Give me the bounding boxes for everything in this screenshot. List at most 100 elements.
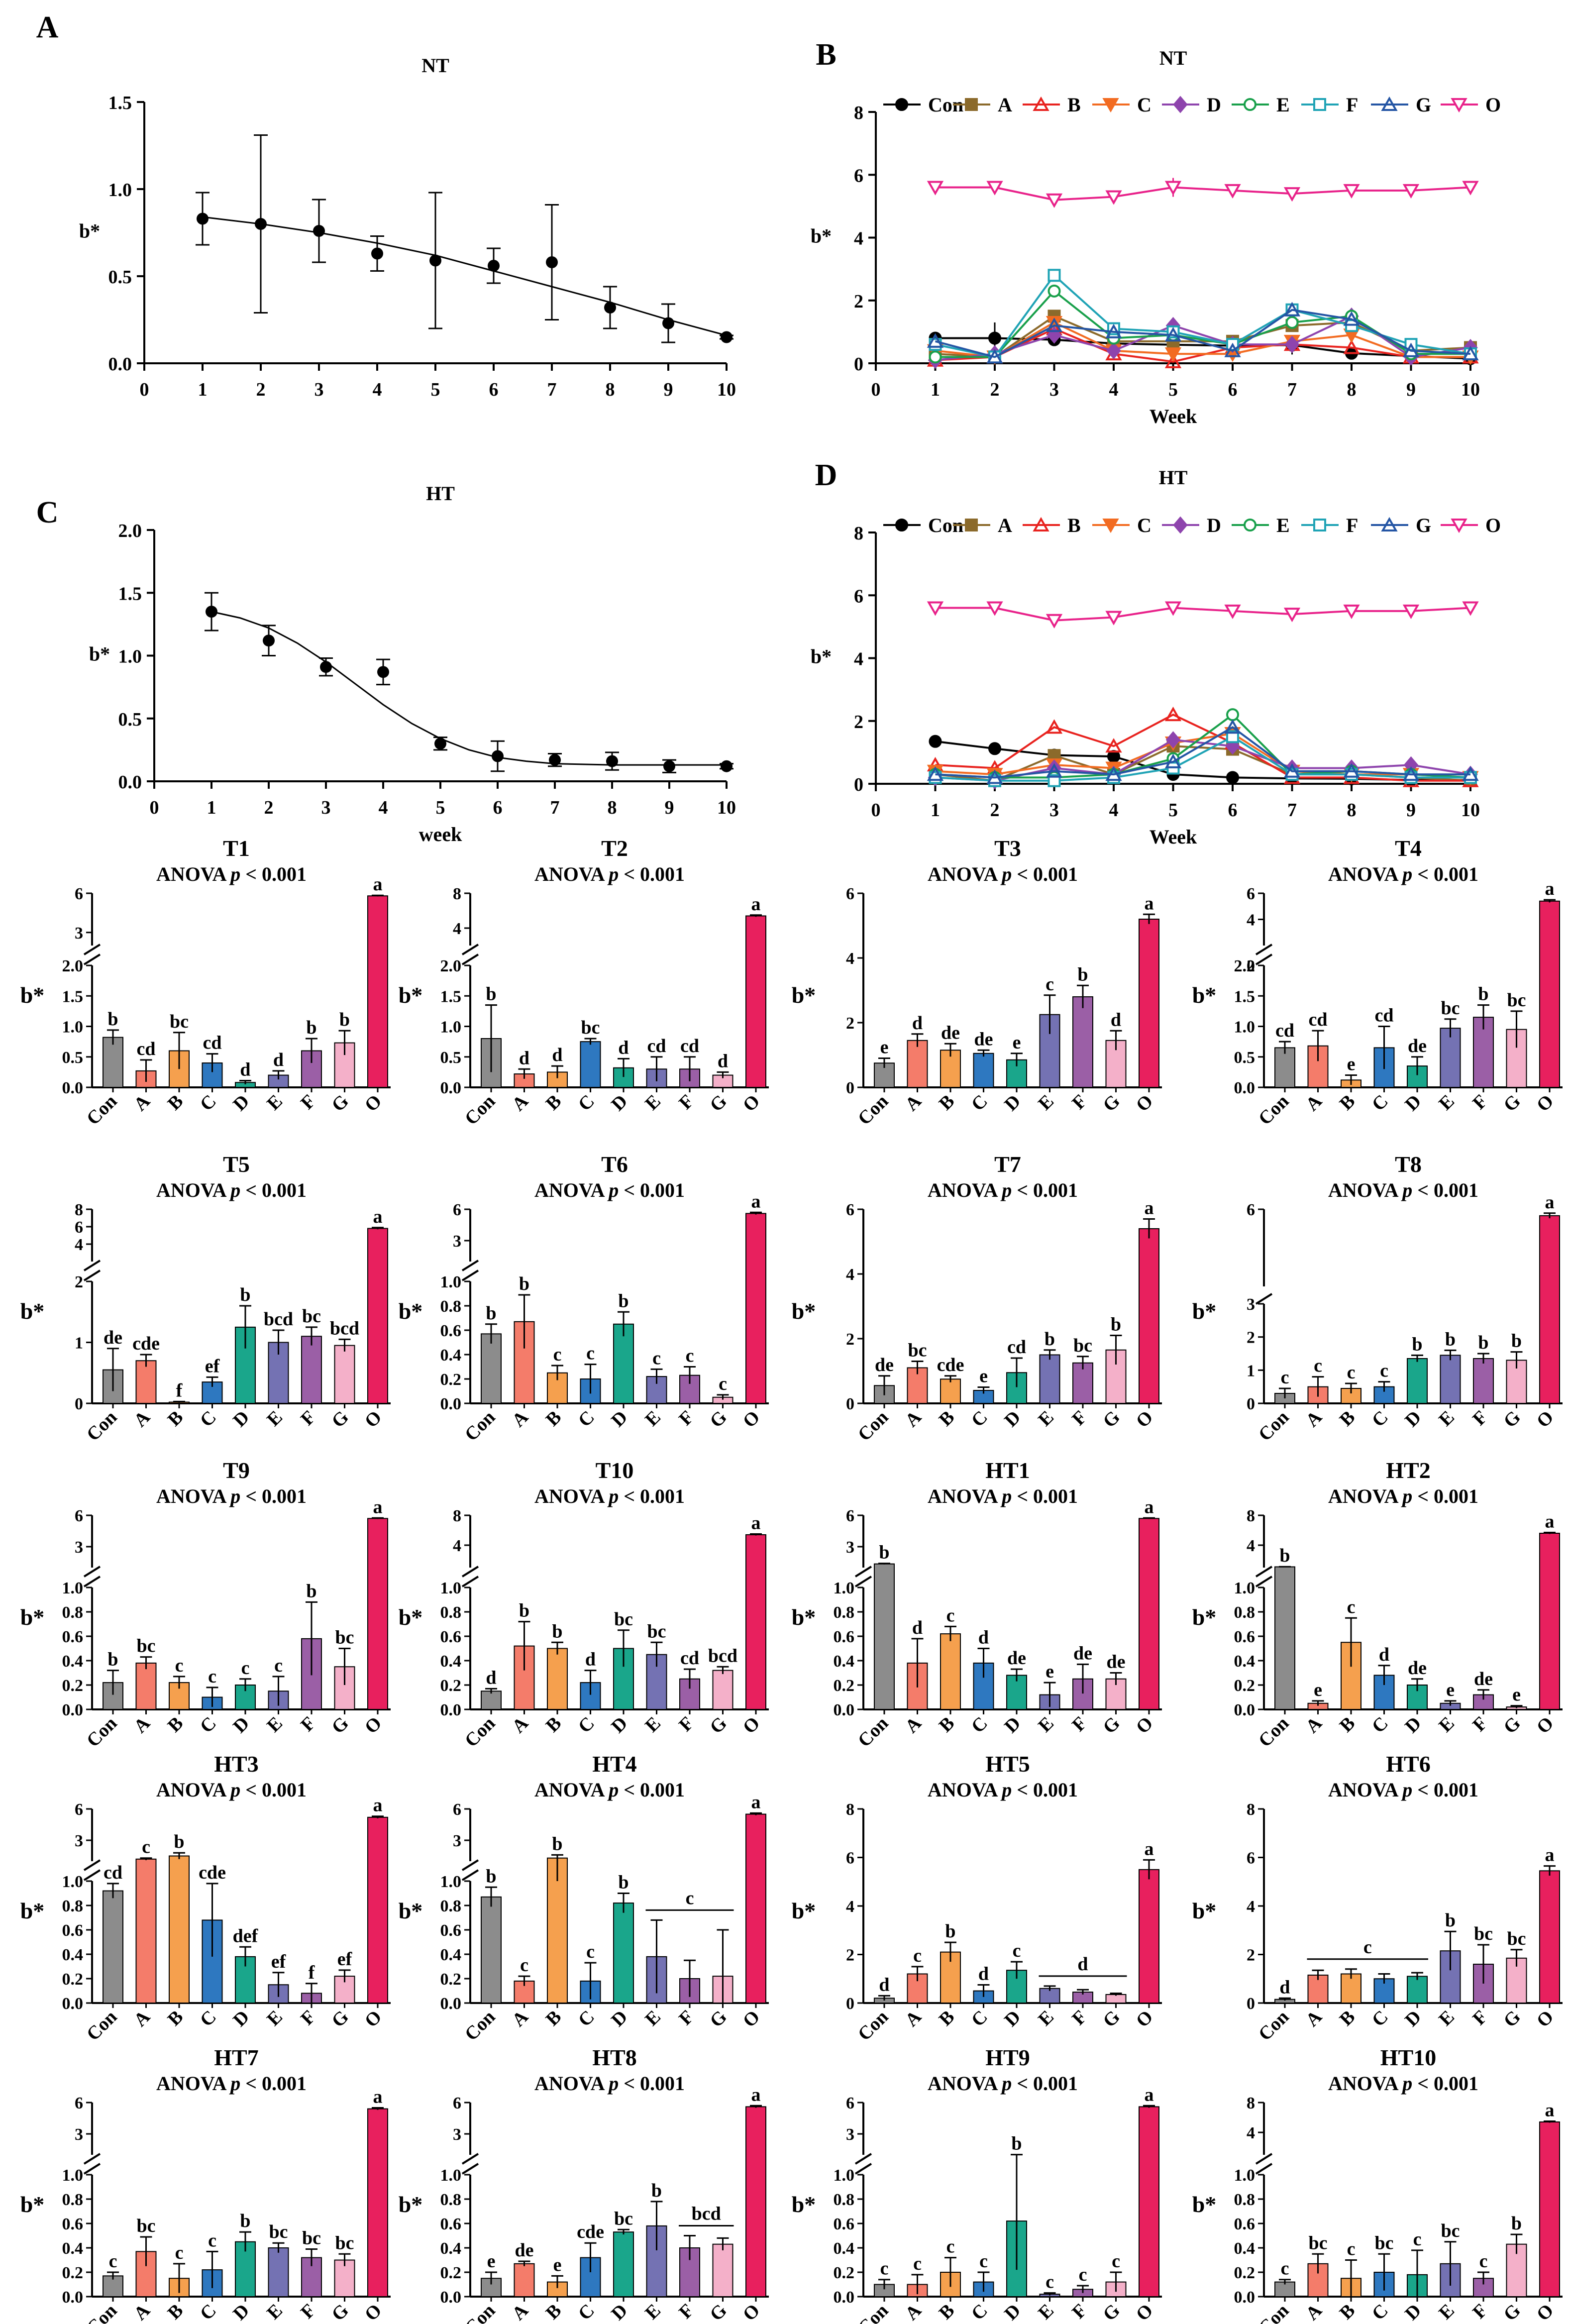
y-tick-label: 8 — [1247, 1507, 1255, 1525]
y-tick-label: 0 — [1247, 1395, 1255, 1413]
chart-title: NT — [1159, 47, 1187, 69]
legend-label-O: O — [1485, 94, 1501, 116]
y-tick-label: 6 — [75, 885, 83, 903]
significance-letter: bc — [581, 1017, 600, 1038]
significance-letter: bc — [1507, 990, 1526, 1011]
anova-text: ANOVA — [156, 2072, 230, 2095]
y-axis-label: b* — [399, 1298, 423, 1324]
bar-Con — [103, 1890, 123, 2004]
significance-letter: d — [879, 1974, 889, 1995]
x-tick-label: B — [1336, 1713, 1360, 1737]
bar-B — [940, 1633, 961, 1710]
anova-label: ANOVA p < 0.001 — [156, 1179, 307, 1201]
y-tick-label: 4 — [1247, 1537, 1255, 1555]
bar-O — [1539, 1870, 1560, 2004]
x-tick-label: C — [574, 1713, 599, 1737]
y-tick-label: 1.0 — [118, 646, 142, 667]
x-tick-label: G — [706, 2300, 731, 2324]
x-tick-label: 9 — [664, 379, 673, 400]
series-point-Con — [988, 742, 1001, 755]
significance-letter: b — [1077, 964, 1088, 985]
x-tick-label: G — [706, 2007, 731, 2032]
x-tick-label: E — [263, 2007, 287, 2030]
x-tick-label: A — [130, 2006, 154, 2030]
significance-letter: de — [875, 1355, 894, 1375]
x-tick-label: D — [1000, 2300, 1025, 2324]
y-tick-label: 6 — [846, 1201, 854, 1219]
series-point-F — [1047, 269, 1061, 282]
bar-O — [367, 2108, 388, 2298]
legend-marker-G — [1381, 96, 1398, 111]
y-tick-label: 0.8 — [1234, 1603, 1255, 1622]
y-tick-label: 0.0 — [62, 2288, 84, 2307]
anova-label: ANOVA p < 0.001 — [156, 863, 307, 885]
x-tick-label: F — [297, 2300, 319, 2323]
axis-break — [83, 2153, 101, 2165]
y-tick-label: 0.2 — [440, 1371, 462, 1389]
y-axis-label: b* — [399, 1604, 423, 1630]
legend-marker-E — [1244, 98, 1256, 111]
axis-break — [1255, 1566, 1273, 1578]
y-tick-label: 2 — [846, 1946, 854, 1965]
y-tick-label: 0.6 — [62, 2215, 84, 2233]
y-tick-label: 2 — [846, 1014, 854, 1033]
x-tick-label: B — [164, 1407, 188, 1431]
series-point-G — [1402, 342, 1420, 357]
anova-p: p — [607, 2072, 619, 2095]
bar-F — [1473, 1358, 1494, 1404]
y-tick-label: 0.5 — [62, 1049, 84, 1067]
fit-curve — [211, 611, 727, 766]
significance-letter: b — [618, 1872, 628, 1893]
significance-letter: b — [306, 1017, 316, 1038]
y-tick-label: 0.0 — [440, 1395, 462, 1413]
y-tick-label: 2 — [854, 291, 863, 312]
significance-letter: ef — [271, 1951, 287, 1972]
y-tick-label: 0.8 — [62, 2191, 84, 2209]
x-tick-label: E — [263, 1713, 287, 1737]
significance-letter: b — [174, 1831, 184, 1852]
x-tick-label: 4 — [1109, 800, 1119, 821]
series-point-G — [1164, 753, 1182, 768]
series-line-C — [935, 732, 1471, 779]
bar-O — [1139, 1228, 1159, 1404]
significance-letter: e — [553, 2254, 562, 2275]
x-tick-label: Con — [1255, 1407, 1293, 1445]
legend-label-D: D — [1207, 94, 1221, 116]
x-tick-label: D — [229, 2007, 253, 2031]
series-point-G — [1343, 763, 1360, 778]
y-tick-label: 3 — [453, 2125, 461, 2144]
x-tick-label: 10 — [1461, 379, 1480, 400]
y-tick-label: 0.0 — [108, 354, 132, 375]
x-tick-label: O — [1132, 2007, 1157, 2032]
x-tick-label: 10 — [717, 797, 736, 818]
y-tick-label: 0.4 — [440, 1652, 462, 1671]
x-tick-label: D — [1000, 1713, 1025, 1737]
chart-title: HT4 — [592, 1751, 636, 1777]
series-point-O — [1343, 184, 1360, 199]
x-tick-label: A — [901, 2300, 926, 2324]
x-tick-label: C — [574, 2300, 599, 2324]
y-tick-label: 0.6 — [440, 1921, 462, 1940]
y-tick-label: 4 — [854, 649, 863, 670]
x-tick-label: 8 — [1347, 800, 1357, 821]
y-tick-label: 0.2 — [62, 1677, 84, 1695]
y-tick-label: 0.4 — [1234, 1652, 1255, 1671]
anova-threshold: < 0.001 — [619, 863, 685, 885]
axis-break — [461, 2163, 479, 2175]
y-tick-label: 0.2 — [440, 1677, 462, 1695]
y-tick-label: 0.4 — [440, 2239, 462, 2258]
x-tick-label: 2 — [990, 800, 1000, 821]
axis-break — [854, 2163, 872, 2175]
significance-letter: a — [751, 1513, 761, 1534]
panel-label: A — [36, 10, 59, 44]
x-tick-label: C — [574, 1091, 599, 1115]
anova-label: ANOVA p < 0.001 — [534, 863, 685, 885]
y-tick-label: 1.0 — [1234, 2166, 1255, 2185]
significance-letter: a — [1145, 2084, 1154, 2105]
bar-O — [1139, 2106, 1159, 2297]
x-tick-label: Con — [461, 1713, 499, 1751]
axis-break — [461, 2153, 479, 2165]
x-tick-label: 0 — [140, 379, 149, 400]
axis-break — [1255, 953, 1273, 965]
